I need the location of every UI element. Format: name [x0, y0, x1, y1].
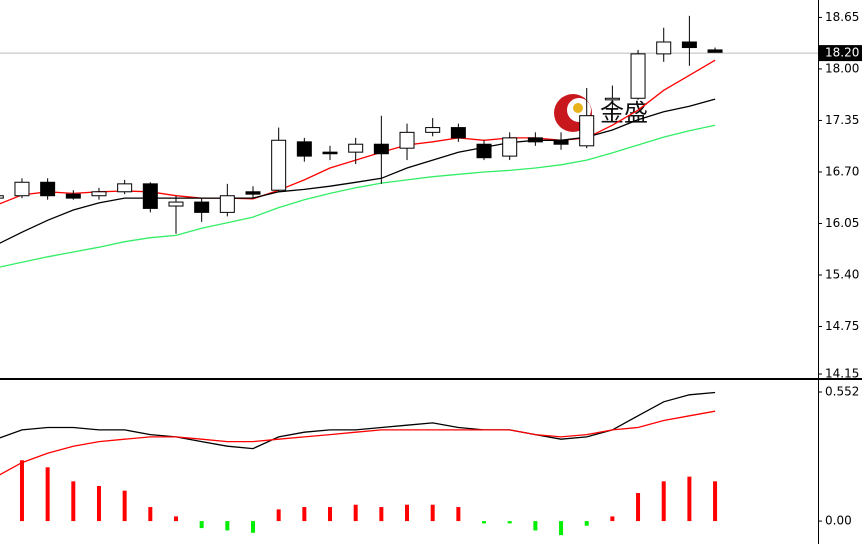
histogram-bar — [148, 507, 153, 522]
histogram-bar — [71, 481, 76, 522]
histogram-bar — [610, 516, 615, 522]
candle-body — [630, 53, 646, 99]
histogram-bar — [430, 504, 435, 522]
histogram-bar — [199, 521, 204, 529]
histogram-bar — [302, 507, 307, 522]
histogram-bar — [456, 507, 461, 522]
histogram-bar — [225, 521, 230, 531]
candle-body — [450, 127, 466, 139]
candle-body — [0, 195, 4, 199]
candle-body — [65, 193, 81, 199]
candle-body — [579, 115, 595, 147]
candle-body — [245, 191, 261, 195]
candle-body — [219, 195, 235, 213]
histogram-bar — [19, 460, 24, 522]
histogram-bar — [636, 493, 641, 522]
candle-body — [707, 49, 723, 53]
candle-body — [271, 139, 287, 191]
histogram-bar — [45, 467, 50, 522]
y-tick-label: 14.75 — [825, 319, 859, 333]
candle-body — [553, 139, 569, 145]
histogram-bar — [96, 486, 101, 522]
candle-body — [168, 201, 184, 207]
histogram-bar — [379, 507, 384, 522]
candle-body — [399, 131, 415, 149]
logo-icon — [573, 103, 583, 113]
indicator-line — [0, 124, 716, 268]
histogram-bar — [405, 504, 410, 522]
candle-body — [322, 151, 338, 155]
indicator-line — [0, 98, 716, 244]
watermark: 金盛 — [600, 99, 648, 127]
price-label-bg — [819, 45, 862, 62]
candle-body — [91, 191, 107, 197]
histogram-bar — [507, 521, 512, 524]
y-tick-label: 16.05 — [825, 216, 859, 230]
histogram-bar — [328, 507, 333, 522]
indicator-line — [0, 410, 716, 476]
candle-body — [117, 183, 133, 193]
histogram-bar — [533, 521, 538, 531]
candle-body — [527, 137, 543, 143]
histogram-bar — [713, 481, 718, 522]
candle-body — [476, 143, 492, 159]
candle-body — [681, 41, 697, 49]
candle-body — [296, 141, 312, 157]
histogram-bar — [353, 504, 358, 522]
y-tick-label: 18.00 — [825, 61, 859, 75]
y-tick-label: 15.40 — [825, 267, 859, 281]
histogram-bar — [122, 490, 127, 522]
candle-body — [502, 137, 518, 157]
y-tick-label: 17.35 — [825, 113, 859, 127]
y-tick-label: 0.00 — [825, 514, 852, 528]
y-tick-label: 16.70 — [825, 164, 859, 178]
histogram-bar — [276, 509, 281, 522]
y-tick-label: 14.15 — [825, 367, 859, 381]
price-label: 18.20 — [825, 46, 859, 60]
histogram-bar — [584, 521, 589, 526]
candle-body — [194, 201, 210, 213]
y-tick-label: 18.65 — [825, 10, 859, 24]
histogram-bar — [559, 521, 564, 536]
indicator-line — [0, 391, 716, 450]
candle-body — [373, 143, 389, 155]
histogram-bar — [482, 521, 487, 524]
histogram-bar — [687, 476, 692, 522]
y-tick-label: 0.552 — [825, 384, 859, 398]
candle-body — [348, 143, 364, 153]
candle-body — [40, 181, 56, 197]
histogram-bar — [661, 481, 666, 522]
candle-body — [425, 127, 441, 133]
histogram-bar — [251, 521, 255, 533]
candle-body — [656, 41, 672, 55]
histogram-bar — [173, 516, 178, 522]
candle-body — [142, 183, 158, 209]
candle-body — [14, 181, 30, 197]
candle-body — [604, 97, 620, 101]
